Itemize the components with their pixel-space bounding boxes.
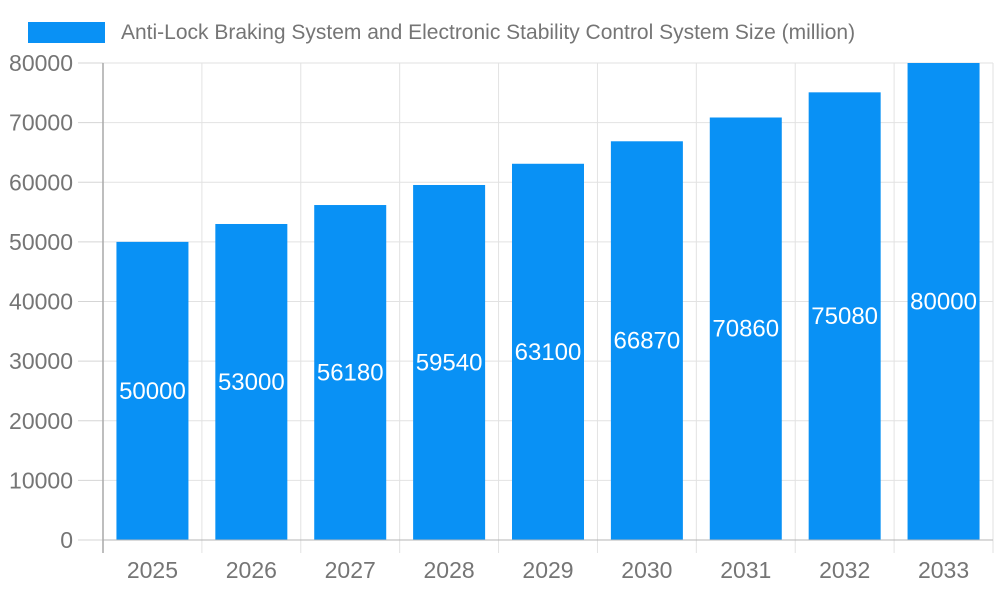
y-tick-label: 50000 <box>9 229 73 255</box>
y-tick-label: 10000 <box>9 467 73 493</box>
bar-2026 <box>215 223 288 541</box>
bar-value-label: 80000 <box>910 289 977 316</box>
bar-2028 <box>413 184 486 541</box>
bar-value-label: 63100 <box>515 339 582 366</box>
y-tick-label: 80000 <box>9 50 73 76</box>
bar-2033 <box>907 63 980 540</box>
x-tick-label: 2025 <box>127 557 178 583</box>
x-tick-label: 2026 <box>226 557 277 583</box>
bar-value-label: 59540 <box>416 349 483 376</box>
bar-2030 <box>610 141 683 540</box>
y-tick-label: 20000 <box>9 408 73 434</box>
x-tick-label: 2030 <box>621 557 672 583</box>
bar-value-label: 53000 <box>218 369 285 396</box>
bar-value-label: 50000 <box>119 378 186 405</box>
y-tick-label: 60000 <box>9 169 73 195</box>
y-tick-label: 0 <box>60 527 73 553</box>
bar-2032 <box>808 92 881 540</box>
x-tick-label: 2029 <box>522 557 573 583</box>
bar-2025 <box>116 241 189 540</box>
y-tick-label: 30000 <box>9 348 73 374</box>
y-tick-label: 40000 <box>9 289 73 315</box>
bar-2027 <box>314 205 387 541</box>
bar-2029 <box>512 163 584 541</box>
bar-value-label: 75080 <box>811 303 878 330</box>
legend-swatch <box>28 22 105 43</box>
bar-2031 <box>709 117 782 540</box>
legend: Anti-Lock Braking System and Electronic … <box>28 20 855 45</box>
x-tick-label: 2031 <box>720 557 771 583</box>
bar-value-label: 70860 <box>712 316 779 343</box>
x-tick-label: 2027 <box>325 557 376 583</box>
chart-title: Anti-Lock Braking System and Electronic … <box>121 21 856 44</box>
x-tick-label: 2032 <box>819 557 870 583</box>
bar-value-label: 66870 <box>614 328 681 355</box>
x-tick-label: 2033 <box>918 557 969 583</box>
x-tick-label: 2028 <box>424 557 475 583</box>
bar-value-label: 56180 <box>317 360 384 387</box>
y-tick-label: 70000 <box>9 110 73 136</box>
